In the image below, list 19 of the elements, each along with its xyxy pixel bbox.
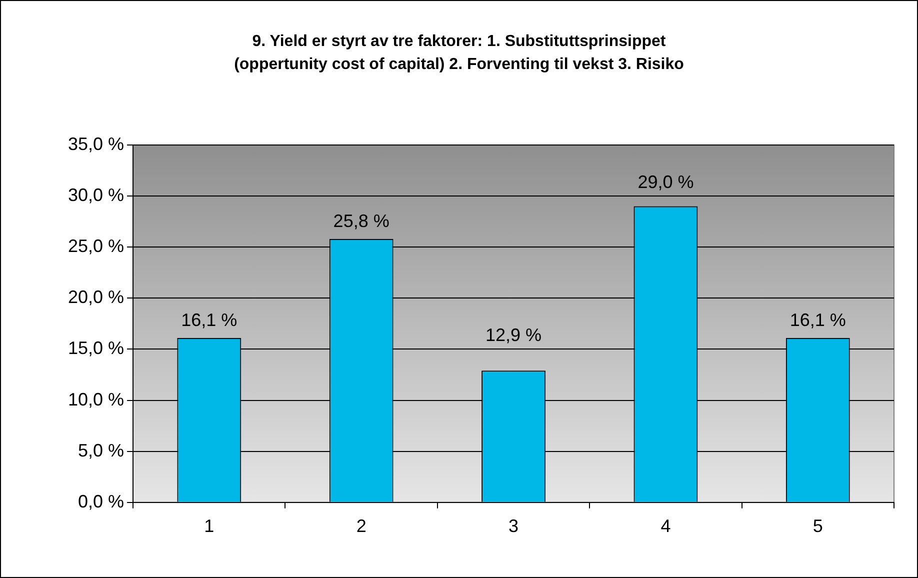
data-label: 12,9 % [485,325,542,346]
data-label: 16,1 % [790,310,846,330]
data-label: 16,1 % [181,310,238,330]
y-tick-label: 15,0 % [68,338,124,358]
y-tick-label: 10,0 % [68,389,124,410]
data-label: 25,8 % [333,210,390,231]
data-label: 29,0 % [638,172,694,192]
x-tick-label: 5 [812,516,823,536]
x-tick-label: 1 [204,516,214,536]
x-tick-label: 2 [356,516,366,536]
y-tick-label: 30,0 % [68,185,124,206]
x-tick-label: 3 [508,516,519,536]
x-tick-label: 4 [660,516,671,536]
y-tick-label: 0,0 % [78,491,124,512]
y-tick-label: 25,0 % [68,236,124,256]
chart-title: 9. Yield er styrt av tre faktorer: 1. Substituttsprinsippet (oppertunity cost of capital) 2. Forventing til vekst 3. Risiko [233,32,685,75]
y-tick-label: 20,0 % [68,287,124,308]
y-tick-label: 5,0 % [78,440,124,460]
y-tick-label: 35,0 % [68,134,124,154]
